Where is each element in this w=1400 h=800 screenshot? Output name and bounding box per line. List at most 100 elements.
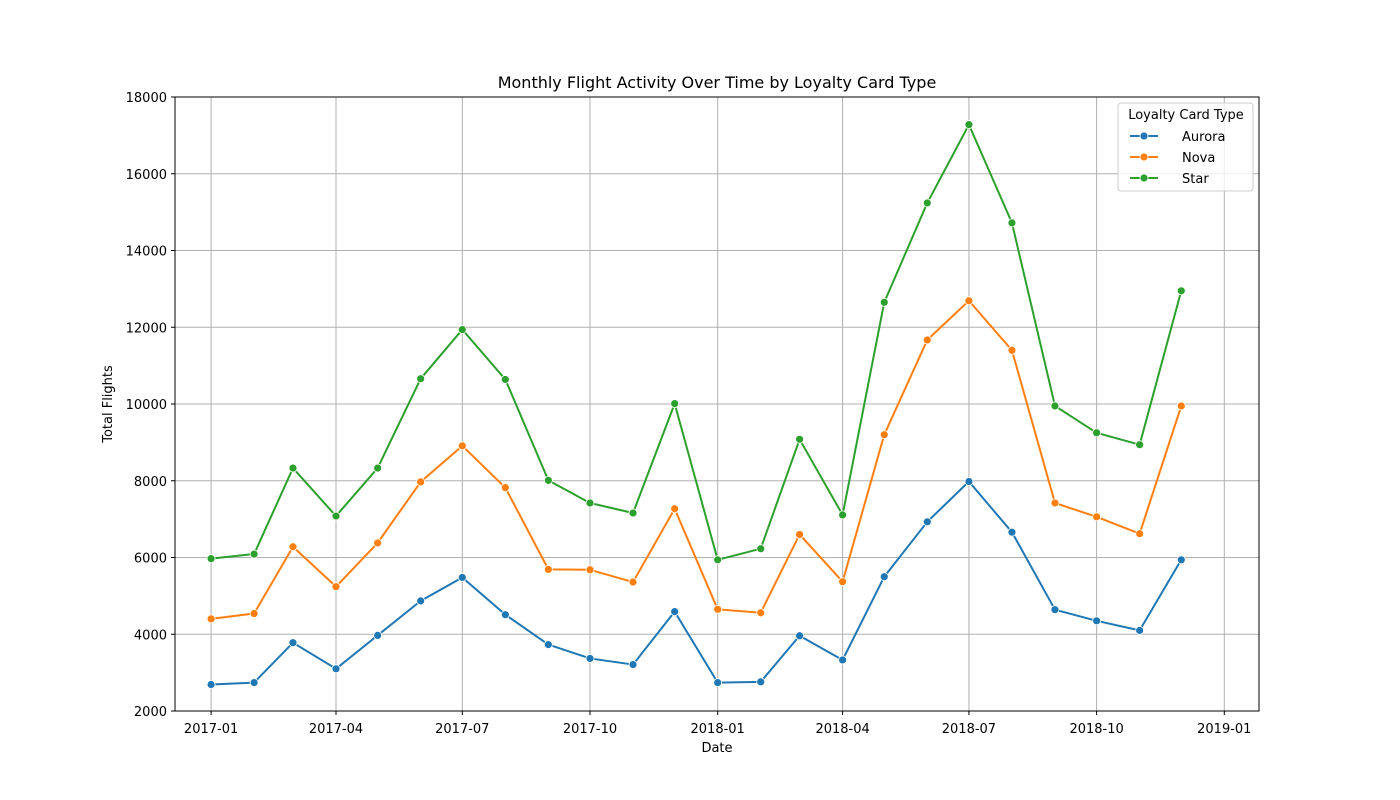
data-point-aurora xyxy=(416,596,426,606)
data-point-aurora xyxy=(331,664,341,674)
series-layer xyxy=(206,120,1186,689)
legend-label-aurora: Aurora xyxy=(1182,130,1225,145)
data-point-aurora xyxy=(288,638,298,648)
data-point-nova xyxy=(543,564,553,574)
data-point-star xyxy=(1092,428,1102,438)
legend-item-nova: Nova xyxy=(1130,151,1215,166)
data-point-star xyxy=(795,434,804,444)
series-aurora xyxy=(206,477,1186,689)
data-point-nova xyxy=(756,608,766,618)
data-point-aurora xyxy=(628,660,638,669)
y-tick-label: 12000 xyxy=(126,321,167,336)
data-point-nova xyxy=(1135,529,1145,539)
data-point-star xyxy=(373,463,383,473)
legend-label-nova: Nova xyxy=(1182,151,1215,166)
data-point-star xyxy=(922,198,932,208)
data-point-aurora xyxy=(713,678,723,688)
y-axis-label: Total Flights xyxy=(101,365,116,444)
data-point-aurora xyxy=(1092,616,1102,626)
x-tick-label: 2018-07 xyxy=(942,722,996,737)
data-point-aurora xyxy=(1050,605,1060,615)
data-point-star xyxy=(1050,401,1060,411)
data-point-aurora xyxy=(249,678,259,688)
x-tick-label: 2019-01 xyxy=(1197,722,1251,737)
data-point-star xyxy=(457,325,467,334)
series-line-nova xyxy=(210,299,1183,620)
data-point-star xyxy=(249,549,259,559)
y-tick-label: 16000 xyxy=(126,168,167,183)
legend-label-star: Star xyxy=(1182,172,1209,187)
data-point-star xyxy=(288,463,298,473)
y-tick-label: 6000 xyxy=(134,552,167,567)
data-point-nova xyxy=(331,582,341,592)
y-tick-label: 18000 xyxy=(126,91,167,106)
data-point-nova xyxy=(416,477,426,487)
legend-box xyxy=(1117,102,1254,192)
x-tick-label: 2018-04 xyxy=(815,722,869,737)
data-point-star xyxy=(670,399,680,409)
data-point-nova xyxy=(206,614,216,624)
data-point-aurora xyxy=(543,640,553,650)
data-point-aurora xyxy=(838,655,848,665)
data-point-nova xyxy=(500,483,510,493)
data-point-star xyxy=(879,297,889,307)
chart-title: Monthly Flight Activity Over Time by Loy… xyxy=(498,73,937,92)
data-point-nova xyxy=(585,565,595,575)
data-point-nova xyxy=(964,296,974,306)
data-point-star xyxy=(500,375,510,384)
data-point-nova xyxy=(1176,401,1186,411)
data-point-aurora xyxy=(922,517,932,527)
legend-entries: Aurora Nova Star xyxy=(1130,130,1225,187)
axis-ticks: 2017-01 2017-04 2017-07 2017-10 2018-01 2018-… xyxy=(126,91,1252,737)
data-point-star xyxy=(838,510,848,520)
data-point-nova xyxy=(288,542,298,552)
x-tick-label: 2017-04 xyxy=(309,722,363,737)
data-point-nova xyxy=(457,441,467,451)
data-point-aurora xyxy=(457,573,467,582)
legend-title: Loyalty Card Type xyxy=(1128,108,1244,123)
data-point-star xyxy=(543,475,553,485)
data-point-star xyxy=(713,555,723,565)
data-point-aurora xyxy=(879,572,889,582)
data-point-aurora xyxy=(795,631,804,641)
y-tick-label: 14000 xyxy=(126,245,167,260)
data-point-aurora xyxy=(1007,527,1017,537)
data-point-star xyxy=(206,554,216,564)
data-point-aurora xyxy=(1176,555,1186,565)
data-point-aurora xyxy=(373,631,383,640)
series-line-aurora xyxy=(211,480,1183,686)
data-point-star xyxy=(756,544,766,554)
x-tick-label: 2017-10 xyxy=(563,722,617,737)
legend-marker-aurora xyxy=(1139,131,1149,141)
y-tick-label: 10000 xyxy=(126,398,167,413)
data-point-nova xyxy=(1007,345,1017,355)
legend-marker-star xyxy=(1139,173,1149,183)
x-tick-label: 2017-01 xyxy=(184,722,238,737)
data-point-star xyxy=(628,508,638,518)
legend-item-aurora: Aurora xyxy=(1130,130,1225,145)
data-point-nova xyxy=(628,577,638,587)
x-tick-label: 2018-01 xyxy=(691,722,745,737)
data-point-aurora xyxy=(206,680,216,689)
data-point-aurora xyxy=(756,677,766,687)
data-point-aurora xyxy=(670,607,680,617)
data-point-star xyxy=(1007,218,1017,228)
legend-item-star: Star xyxy=(1130,172,1209,187)
x-axis-label: Date xyxy=(701,741,732,756)
data-point-nova xyxy=(879,430,889,440)
data-point-aurora xyxy=(964,477,974,486)
legend: Loyalty Card Type Aurora Nova Star xyxy=(1117,102,1254,192)
y-tick-label: 2000 xyxy=(134,705,167,720)
x-tick-label: 2017-07 xyxy=(435,722,489,737)
data-point-star xyxy=(585,498,595,508)
data-point-aurora xyxy=(500,610,510,620)
data-point-star xyxy=(964,120,974,130)
series-nova xyxy=(206,296,1186,624)
y-tick-label: 8000 xyxy=(134,475,167,490)
series-line-star xyxy=(210,123,1183,561)
data-point-aurora xyxy=(585,654,595,663)
series-star xyxy=(206,120,1186,565)
legend-marker-nova xyxy=(1139,152,1149,162)
data-point-nova xyxy=(713,604,723,614)
